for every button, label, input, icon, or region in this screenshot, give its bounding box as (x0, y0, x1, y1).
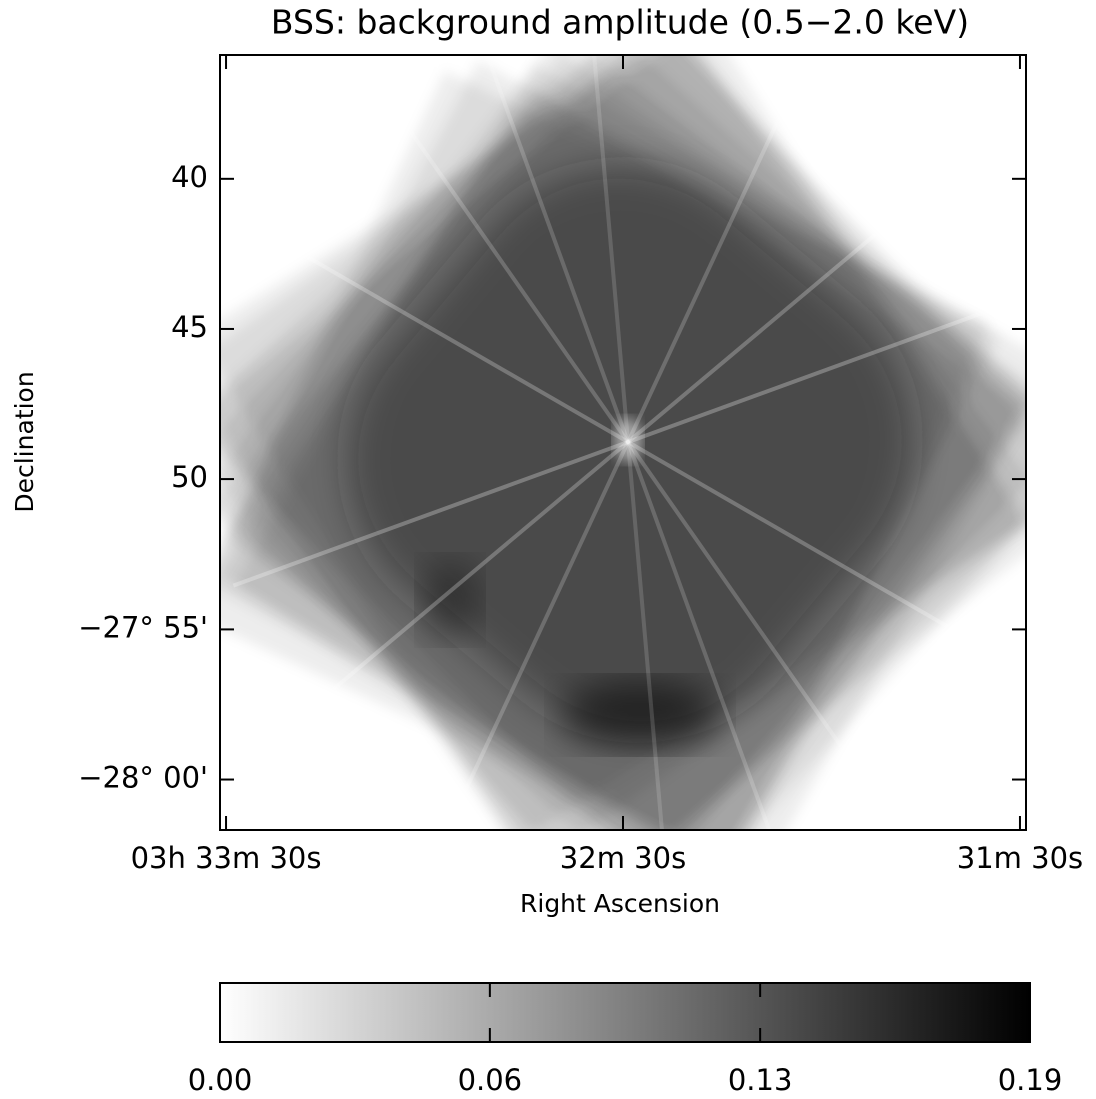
dark-spot (560, 680, 720, 750)
chart-title: BSS: background amplitude (0.5−2.0 keV) (271, 3, 969, 42)
colorbar-tick-label: 0.19 (998, 1063, 1063, 1097)
colorbar-tick-label: 0.13 (728, 1063, 793, 1097)
background-map (220, 55, 1026, 830)
x-tick-label: 03h 33m 30s (131, 841, 322, 875)
x-tick-label: 32m 30s (560, 841, 686, 875)
y-tick-label: −27° 55' (78, 610, 208, 644)
y-tick-label: −28° 00' (78, 761, 208, 795)
colorbar-tick-label: 0.00 (188, 1063, 253, 1097)
y-tick-label: 45 (171, 310, 208, 344)
center-glow (614, 418, 642, 462)
y-axis-label: Declination (10, 371, 39, 512)
y-tick-label: 40 (171, 160, 208, 194)
x-tick-label: 31m 30s (957, 841, 1083, 875)
dark-spot (420, 560, 480, 640)
colorbar-tick-label: 0.06 (458, 1063, 523, 1097)
colorbar (219, 982, 1031, 1043)
y-tick-label: 50 (171, 460, 208, 494)
x-axis-label: Right Ascension (520, 889, 720, 918)
